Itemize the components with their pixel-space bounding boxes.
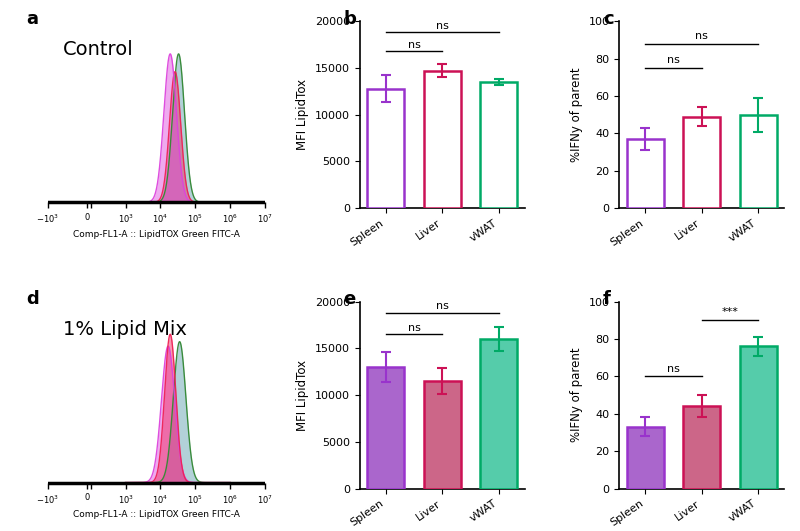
Y-axis label: %IFNy of parent: %IFNy of parent: [570, 348, 583, 442]
Y-axis label: MFI LipidTox: MFI LipidTox: [297, 359, 310, 431]
Text: 1% Lipid Mix: 1% Lipid Mix: [63, 320, 187, 339]
Text: a: a: [26, 10, 38, 28]
Text: b: b: [343, 10, 356, 28]
Y-axis label: %IFNy of parent: %IFNy of parent: [570, 67, 583, 162]
Bar: [740, 115, 777, 208]
Text: d: d: [26, 290, 39, 309]
Bar: [740, 346, 777, 489]
Text: ns: ns: [407, 40, 420, 50]
Text: e: e: [343, 290, 356, 309]
Bar: [480, 339, 517, 489]
X-axis label: Comp-FL1-A :: LipidTOX Green FITC-A: Comp-FL1-A :: LipidTOX Green FITC-A: [73, 229, 240, 238]
Bar: [367, 89, 404, 208]
Bar: [424, 71, 461, 208]
Text: ns: ns: [436, 21, 449, 31]
Bar: [626, 427, 663, 489]
Text: Control: Control: [63, 40, 134, 59]
Text: ***: ***: [722, 307, 738, 318]
Bar: [683, 406, 720, 489]
Bar: [626, 139, 663, 208]
Text: c: c: [603, 10, 614, 28]
Bar: [367, 367, 404, 489]
Text: ns: ns: [407, 323, 420, 333]
Text: ns: ns: [667, 55, 680, 65]
X-axis label: Comp-FL1-A :: LipidTOX Green FITC-A: Comp-FL1-A :: LipidTOX Green FITC-A: [73, 510, 240, 519]
Text: ns: ns: [436, 302, 449, 311]
Text: ns: ns: [667, 364, 680, 374]
Text: f: f: [603, 290, 610, 309]
Bar: [424, 381, 461, 489]
Text: ns: ns: [695, 31, 708, 41]
Bar: [480, 82, 517, 208]
Bar: [683, 117, 720, 208]
Y-axis label: MFI LipidTox: MFI LipidTox: [297, 79, 310, 150]
